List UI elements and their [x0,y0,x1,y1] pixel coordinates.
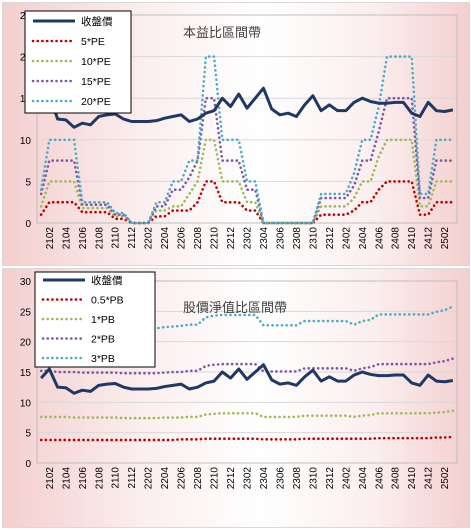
pe-x-tick-label: 2310 [308,227,319,250]
pe-legend-label: 15*PE [81,76,111,88]
pe-x-tick-label: 2102 [45,227,56,250]
pb-x-tick-label: 2210 [210,467,221,490]
pe-x-tick-label: 2308 [292,227,303,250]
pb-plot-area [36,280,458,464]
pe-band-chart: 0510152025210221042106210821102112220222… [20,10,458,250]
pb-x-tick-label: 2204 [160,467,171,490]
pe-legend-label: 5*PE [81,36,105,48]
pe-legend-label: 收盤價 [81,15,113,28]
pb-series-line [40,363,454,395]
pe-x-tick-label: 2410 [407,227,418,250]
pb-series-line [39,435,455,442]
pe-series-line [39,138,455,225]
pb-y-tick-label: 30 [20,277,32,288]
pe-y-tick-label: 5 [25,177,31,188]
pb-legend [34,271,156,368]
pb-x-tick-label: 2412 [424,467,435,490]
pe-legend-label: 20*PE [81,96,111,108]
pe-x-tick-label: 2110 [111,227,122,249]
pb-x-tick-label: 2304 [259,467,270,490]
pe-series-line [39,86,454,129]
pe-legend [24,10,132,114]
pe-series-line [39,180,455,225]
pb-x-tick-label: 2408 [391,467,402,490]
pb-legend-label: 2*PB [91,334,115,346]
pe-legend-label: 10*PE [81,56,111,68]
pe-x-tick-label: 2108 [94,227,105,250]
pe-x-tick-label: 2312 [325,227,336,250]
pb-x-tick-label: 2112 [127,467,138,489]
pb-y-tick-label: 25 [20,307,32,318]
pe-x-tick-label: 2412 [424,227,435,250]
pe-y-tick-label: 10 [20,136,32,147]
pb-x-tick-label: 2302 [243,467,254,490]
pe-x-tick-label: 2402 [341,227,352,250]
pe-x-tick-label: 2112 [127,227,138,249]
pb-series-line [39,357,455,375]
pb-band-chart-panel: 0 5 10 15 20 25 30 2102 2104 2106 2108 2110 2112 2202… [2,268,470,528]
pe-x-tick-label: 2406 [374,227,385,250]
pb-legend-label: 收盤價 [91,274,123,287]
pb-y-tick-label: 20 [20,338,32,349]
pb-x-tick-label: 2406 [374,467,385,490]
pb-y-tick-label: 0 [25,459,31,470]
pb-x-tick-label: 2108 [94,467,105,490]
pb-x-tick-label: 2402 [341,467,352,490]
pb-x-tick-label: 2202 [144,467,155,490]
pb-x-tick-label: 2310 [308,467,319,490]
pb-x-tick-label: 2306 [275,467,286,490]
pb-legend-label: 1*PB [91,314,115,326]
pb-legend-label: 0.5*PB [91,295,124,307]
pb-x-tick-label: 2208 [193,467,204,490]
pb-x-tick-label: 2212 [226,467,237,490]
pe-x-tick-label: 2304 [259,227,270,250]
pb-series-line [39,409,455,420]
pb-y-tick-label: 5 [25,429,31,440]
pe-x-tick-label: 2106 [78,227,89,250]
pe-x-tick-label: 2502 [440,227,451,250]
pb-legend-label: 3*PB [91,353,115,365]
pe-x-tick-label: 2408 [391,227,402,250]
pb-x-tick-label: 2502 [440,467,451,490]
pb-band-chart: 0 5 10 15 20 25 30 2102 2104 2106 2108 2110 2112 2202… [20,271,458,490]
pe-chart-title: 本益比區間帶 [183,25,261,40]
pb-chart-title: 股價淨值比區間帶 [183,300,287,315]
pe-plot-area [36,14,458,224]
pb-x-tick-label: 2102 [45,467,56,490]
pb-x-tick-label: 2404 [358,467,369,490]
pe-x-tick-label: 2306 [275,227,286,250]
pe-series-line [39,96,455,225]
pb-x-tick-label: 2110 [111,467,122,489]
pe-x-tick-label: 2206 [177,227,188,250]
pe-band-chart-panel: 0510152025210221042106210821102112220222… [2,2,470,266]
pb-x-tick-label: 2106 [78,467,89,490]
pe-x-tick-label: 2302 [243,227,254,250]
pb-x-tick-label: 2410 [407,467,418,490]
pb-x-tick-label: 2104 [61,467,72,490]
pb-x-tick-label: 2308 [292,467,303,490]
pb-x-tick-label: 2206 [177,467,188,490]
pe-x-tick-label: 2208 [193,227,204,250]
pe-x-tick-label: 2104 [61,227,72,250]
pe-x-tick-label: 2212 [226,227,237,250]
pe-x-tick-label: 2210 [210,227,221,250]
pb-x-tick-label: 2312 [325,467,336,490]
pb-y-tick-label: 15 [20,368,32,379]
pb-y-tick-label: 10 [20,398,32,409]
pe-y-tick-label: 0 [25,219,31,230]
pe-x-tick-label: 2204 [160,227,171,250]
pe-x-tick-label: 2202 [144,227,155,250]
pe-x-tick-label: 2404 [358,227,369,250]
